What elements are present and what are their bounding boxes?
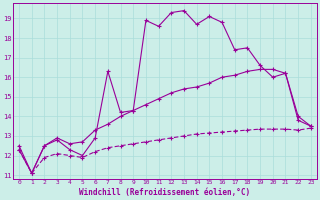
X-axis label: Windchill (Refroidissement éolien,°C): Windchill (Refroidissement éolien,°C) (79, 188, 251, 197)
